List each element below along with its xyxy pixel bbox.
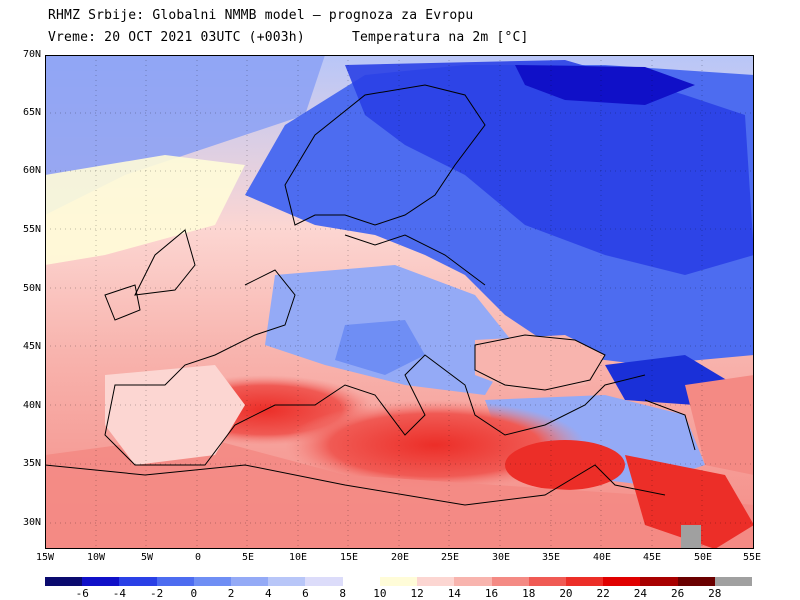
lon-label: 55E [742, 552, 762, 563]
lon-label: 20E [390, 552, 410, 563]
legend-swatch [193, 577, 232, 586]
legend-swatch [342, 577, 381, 586]
legend-label: 0 [190, 587, 198, 600]
legend-swatch [677, 577, 716, 586]
lon-label: 30E [491, 552, 511, 563]
legend-swatch [491, 577, 530, 586]
lon-label: 40E [592, 552, 612, 563]
lat-label: 55N [22, 224, 41, 235]
lat-label: 50N [22, 283, 41, 294]
lat-label: 60N [22, 165, 41, 176]
legend-swatch [268, 577, 306, 586]
iberia-zone [105, 365, 245, 465]
legend-label: 10 [373, 587, 387, 600]
legend-swatch [417, 577, 455, 586]
lon-label: 0 [194, 552, 202, 563]
legend-label: 6 [302, 587, 309, 600]
lat-label: 70N [22, 49, 41, 60]
lon-label: 35E [541, 552, 561, 563]
lon-label: 5W [140, 552, 154, 563]
legend-label: 12 [410, 587, 424, 600]
legend-swatch [231, 577, 269, 586]
north-africa-warm [45, 435, 754, 549]
lon-label: 15W [35, 552, 55, 563]
legend-label: 20 [559, 587, 573, 600]
temperature-map [45, 55, 754, 549]
legend-label: 16 [484, 587, 499, 600]
kola-coldest [515, 65, 695, 105]
legend-swatch [528, 577, 567, 586]
alps-cold [335, 320, 425, 375]
legend-swatch [379, 577, 418, 586]
legend-label: 22 [596, 587, 610, 600]
legend-swatch [640, 577, 679, 586]
legend-label: 4 [264, 587, 272, 600]
levant-warm [505, 440, 625, 490]
chart-title: RHMZ Srbije: Globalni NMMB model — progn… [48, 8, 474, 23]
arabia-hot [625, 455, 754, 549]
atlantic-mild-zone [45, 155, 245, 265]
legend-label: 26 [670, 587, 685, 600]
lon-label: 15E [339, 552, 359, 563]
legend-label: 8 [339, 587, 346, 600]
legend-swatch [454, 577, 493, 586]
lon-label: 10W [86, 552, 106, 563]
legend-swatch [305, 577, 344, 586]
lat-label: 30N [22, 517, 41, 528]
lat-label: 45N [22, 341, 41, 352]
legend-label: -6 [75, 587, 89, 600]
legend-swatch [45, 577, 83, 586]
legend-swatch [565, 577, 604, 586]
lat-label: 65N [22, 107, 41, 118]
lon-label: 25E [440, 552, 460, 563]
lon-label: 10E [288, 552, 308, 563]
legend-label: 28 [708, 587, 722, 600]
lon-label: 45E [642, 552, 662, 563]
russia-deep-cold [345, 60, 754, 275]
legend-swatch [82, 577, 120, 586]
legend-swatch [119, 577, 158, 586]
legend-label: 2 [227, 587, 235, 600]
lon-label: 5E [241, 552, 255, 563]
legend-swatch [714, 577, 753, 586]
map-border [45, 55, 754, 549]
legend-label: 18 [522, 587, 536, 600]
graticule [45, 55, 754, 549]
lat-label: 35N [22, 458, 41, 469]
legend-label: -4 [112, 587, 127, 600]
legend-swatch [603, 577, 641, 586]
legend-label: 24 [633, 587, 647, 600]
lat-label: 40N [22, 400, 41, 411]
variable-label: Temperatura na 2m [°C] [352, 30, 529, 45]
black-sea-warm [475, 335, 605, 390]
lon-label: 50E [693, 552, 713, 563]
legend-label: 14 [447, 587, 461, 600]
legend-label: -2 [150, 587, 164, 600]
color-legend [45, 577, 753, 586]
no-data-patch [681, 525, 701, 549]
legend-swatch [156, 577, 195, 586]
forecast-time: Vreme: 20 OCT 2021 03UTC (+003h) [48, 30, 305, 45]
